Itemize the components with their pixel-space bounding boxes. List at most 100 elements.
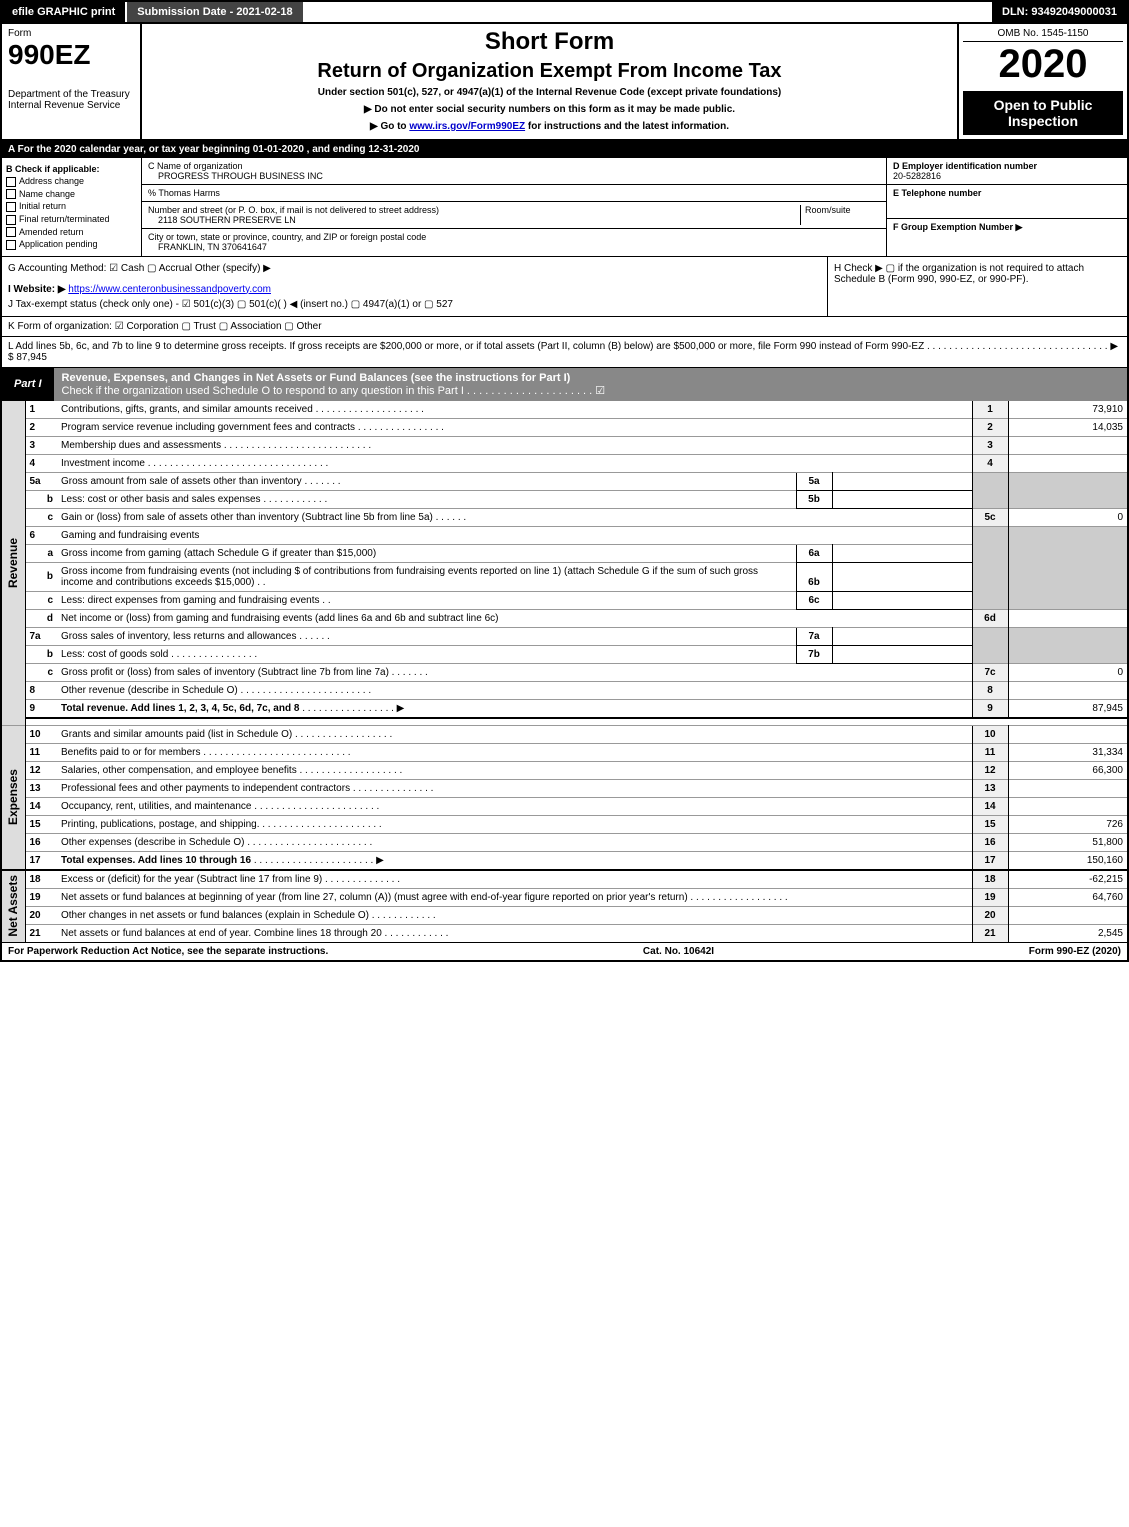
pct-name: % Thomas Harms bbox=[142, 185, 886, 202]
line-12-desc: Salaries, other compensation, and employ… bbox=[57, 761, 972, 779]
line-9-desc: Total revenue. Add lines 1, 2, 3, 4, 5c,… bbox=[57, 699, 972, 718]
irs-link[interactable]: www.irs.gov/Form990EZ bbox=[409, 121, 525, 132]
form-number: 990EZ bbox=[8, 39, 134, 71]
chk-final-return[interactable]: Final return/terminated bbox=[6, 214, 137, 225]
column-de: D Employer identification number 20-5282… bbox=[887, 158, 1127, 256]
chk-application-pending[interactable]: Application pending bbox=[6, 239, 137, 250]
line-6a-no: a bbox=[25, 544, 57, 562]
line-9-val: 87,945 bbox=[1008, 699, 1128, 718]
label-city: City or town, state or province, country… bbox=[148, 232, 880, 242]
open-to-public: Open to Public Inspection bbox=[963, 91, 1123, 135]
line-6c-desc: Less: direct expenses from gaming and fu… bbox=[57, 591, 796, 609]
part1-check-note: Check if the organization used Schedule … bbox=[62, 385, 606, 397]
line-7c-desc: Gross profit or (loss) from sales of inv… bbox=[57, 663, 972, 681]
tax-exempt-status: J Tax-exempt status (check only one) - ☑… bbox=[8, 299, 821, 310]
form-word: Form bbox=[8, 28, 134, 39]
goto-post: for instructions and the latest informat… bbox=[525, 121, 729, 132]
line-7b-no: b bbox=[25, 645, 57, 663]
line-12-no: 12 bbox=[25, 761, 57, 779]
line-17-desc: Total expenses. Add lines 10 through 16 … bbox=[57, 851, 972, 870]
line-2-desc: Program service revenue including govern… bbox=[57, 418, 972, 436]
line-4-val bbox=[1008, 454, 1128, 472]
line-6b-desc: Gross income from fundraising events (no… bbox=[57, 562, 796, 591]
efile-print-button[interactable]: efile GRAPHIC print bbox=[2, 2, 127, 22]
chk-name-change[interactable]: Name change bbox=[6, 189, 137, 200]
line-19-val: 64,760 bbox=[1008, 888, 1128, 906]
note-goto: ▶ Go to www.irs.gov/Form990EZ for instru… bbox=[146, 121, 953, 132]
line-19-no: 19 bbox=[25, 888, 57, 906]
line-21-no: 21 bbox=[25, 924, 57, 942]
line-13-box: 13 bbox=[972, 779, 1008, 797]
line-18-no: 18 bbox=[25, 870, 57, 889]
chk-initial-return[interactable]: Initial return bbox=[6, 201, 137, 212]
line-21-box: 21 bbox=[972, 924, 1008, 942]
row-l: L Add lines 5b, 6c, and 7b to line 9 to … bbox=[0, 337, 1129, 368]
info-block: B Check if applicable: Address change Na… bbox=[0, 158, 1129, 257]
line-6a-inner-val bbox=[832, 544, 972, 562]
line-7c-no: c bbox=[25, 663, 57, 681]
accounting-method: G Accounting Method: ☑ Cash ▢ Accrual Ot… bbox=[8, 263, 821, 274]
org-name: PROGRESS THROUGH BUSINESS INC bbox=[148, 171, 880, 181]
line-20-box: 20 bbox=[972, 906, 1008, 924]
header-center: Short Form Return of Organization Exempt… bbox=[142, 24, 957, 139]
line-4-desc: Investment income . . . . . . . . . . . … bbox=[57, 454, 972, 472]
line-7c-box: 7c bbox=[972, 663, 1008, 681]
website-row: I Website: ▶ https://www.centeronbusines… bbox=[8, 284, 821, 295]
line-16-no: 16 bbox=[25, 833, 57, 851]
top-bar: efile GRAPHIC print Submission Date - 20… bbox=[0, 0, 1129, 24]
section-h: H Check ▶ ▢ if the organization is not r… bbox=[827, 257, 1127, 316]
line-5a-desc: Gross amount from sale of assets other t… bbox=[57, 472, 796, 490]
chk-amended-return[interactable]: Amended return bbox=[6, 227, 137, 238]
line-6b-inner-val bbox=[832, 562, 972, 591]
line-6d-no: d bbox=[25, 609, 57, 627]
line-20-no: 20 bbox=[25, 906, 57, 924]
line-8-no: 8 bbox=[25, 681, 57, 699]
line-21-val: 2,545 bbox=[1008, 924, 1128, 942]
title-return: Return of Organization Exempt From Incom… bbox=[146, 60, 953, 83]
dept-label: Department of the Treasury Internal Reve… bbox=[8, 89, 134, 111]
part1-title: Revenue, Expenses, and Changes in Net As… bbox=[54, 368, 1127, 401]
line-16-box: 16 bbox=[972, 833, 1008, 851]
subtitle: Under section 501(c), 527, or 4947(a)(1)… bbox=[146, 87, 953, 98]
omb-number: OMB No. 1545-1150 bbox=[963, 28, 1123, 42]
line-1-no: 1 bbox=[25, 401, 57, 419]
line-6b-no: b bbox=[25, 562, 57, 591]
line-15-box: 15 bbox=[972, 815, 1008, 833]
footer-left: For Paperwork Reduction Act Notice, see … bbox=[8, 946, 328, 957]
line-20-desc: Other changes in net assets or fund bala… bbox=[57, 906, 972, 924]
lines-table: Revenue 1 Contributions, gifts, grants, … bbox=[0, 401, 1129, 942]
line-14-desc: Occupancy, rent, utilities, and maintena… bbox=[57, 797, 972, 815]
line-13-no: 13 bbox=[25, 779, 57, 797]
side-revenue: Revenue bbox=[6, 538, 20, 588]
form-header: Form 990EZ Department of the Treasury In… bbox=[0, 24, 1129, 141]
dln-label: DLN: 93492049000031 bbox=[992, 2, 1127, 22]
city-state-zip: FRANKLIN, TN 370641647 bbox=[148, 242, 880, 252]
col-b-title: B Check if applicable: bbox=[6, 164, 137, 174]
line-3-val bbox=[1008, 436, 1128, 454]
section-a-bar: A For the 2020 calendar year, or tax yea… bbox=[0, 141, 1129, 158]
row-k: K Form of organization: ☑ Corporation ▢ … bbox=[0, 317, 1129, 337]
chk-address-change[interactable]: Address change bbox=[6, 176, 137, 187]
line-10-box: 10 bbox=[972, 725, 1008, 743]
line-7a-inner-val bbox=[832, 627, 972, 645]
line-12-val: 66,300 bbox=[1008, 761, 1128, 779]
line-14-val bbox=[1008, 797, 1128, 815]
line-8-val bbox=[1008, 681, 1128, 699]
line-14-no: 14 bbox=[25, 797, 57, 815]
column-c: C Name of organization PROGRESS THROUGH … bbox=[142, 158, 887, 256]
row-ghij: G Accounting Method: ☑ Cash ▢ Accrual Ot… bbox=[0, 257, 1129, 317]
side-netassets: Net Assets bbox=[6, 875, 20, 937]
line-11-box: 11 bbox=[972, 743, 1008, 761]
room-suite-label: Room/suite bbox=[800, 205, 880, 225]
part1-label: Part I bbox=[2, 374, 54, 394]
line-14-box: 14 bbox=[972, 797, 1008, 815]
note-ssn: ▶ Do not enter social security numbers o… bbox=[146, 104, 953, 115]
website-link[interactable]: https://www.centeronbusinessandpoverty.c… bbox=[68, 284, 271, 295]
line-15-desc: Printing, publications, postage, and shi… bbox=[57, 815, 972, 833]
header-right: OMB No. 1545-1150 2020 Open to Public In… bbox=[957, 24, 1127, 139]
line-6a-inner-box: 6a bbox=[796, 544, 832, 562]
line-5b-no: b bbox=[25, 490, 57, 508]
line-10-val bbox=[1008, 725, 1128, 743]
line-2-box: 2 bbox=[972, 418, 1008, 436]
line-5a-inner-val bbox=[832, 472, 972, 490]
